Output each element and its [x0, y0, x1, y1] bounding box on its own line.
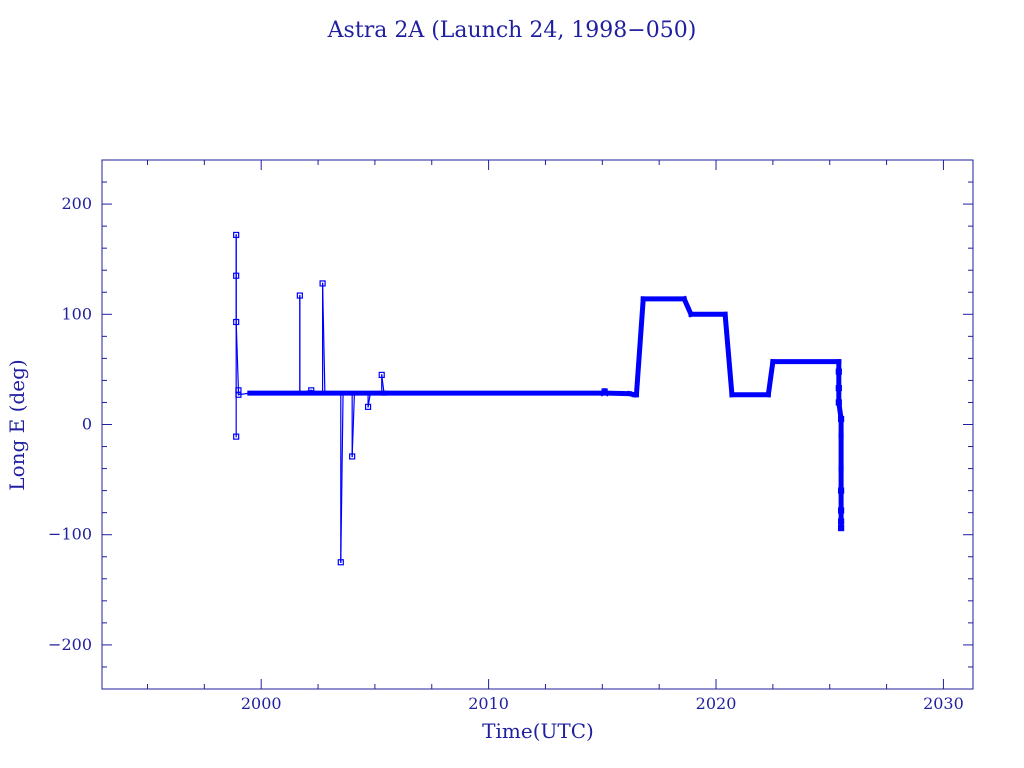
- data-point-marker: [233, 272, 240, 279]
- y-tick-label: −100: [48, 525, 92, 544]
- tick-labels: 2000 2010 2020 2030 200 100 0 −100 −200: [48, 194, 964, 713]
- data-point-marker: [233, 318, 240, 326]
- data-point-marker: [364, 403, 372, 410]
- data-point-marker: [319, 280, 326, 287]
- y-tick-label: 100: [61, 304, 92, 323]
- series-segment: [680, 295, 695, 318]
- series-segment: [765, 358, 776, 398]
- data-point-marker: [837, 524, 845, 532]
- y-tick-label: −200: [48, 635, 92, 654]
- series-segment: [340, 392, 344, 563]
- y-tick-label: 0: [82, 415, 92, 434]
- data-point-marker: [233, 231, 240, 239]
- series-segment: [722, 311, 735, 398]
- axis-ticks: [102, 160, 973, 689]
- data-point-marker: [378, 371, 385, 379]
- data-point-marker: [837, 487, 845, 494]
- data-point-marker: [296, 292, 303, 299]
- data-point-marker: [349, 453, 356, 460]
- data-point-marker: [308, 387, 315, 394]
- data-point-marker: [837, 415, 845, 423]
- chart-title: Astra 2A (Launch 24, 1998−050): [327, 18, 697, 43]
- data-point-marker: [835, 385, 842, 392]
- series-segment: [351, 392, 356, 458]
- x-tick-label: 2020: [696, 694, 737, 713]
- y-tick-label: 200: [61, 194, 92, 213]
- x-tick-label: 2030: [923, 694, 964, 713]
- data-point-marker: [601, 388, 608, 395]
- data-point-marker: [337, 559, 344, 566]
- data-point-marker: [837, 518, 845, 525]
- x-tick-label: 2000: [241, 694, 282, 713]
- data-point-marker: [235, 391, 242, 398]
- x-axis-label: Time(UTC): [482, 719, 594, 743]
- data-point-marker: [233, 433, 240, 440]
- y-axis-label: Long E (deg): [5, 359, 29, 490]
- data-point-marker: [837, 507, 845, 514]
- data-point-marker: [835, 399, 842, 406]
- data-series: [233, 231, 845, 566]
- series-segment: [633, 296, 646, 398]
- series-segment: [321, 282, 326, 394]
- x-tick-label: 2010: [468, 694, 509, 713]
- series-segment: [235, 321, 240, 391]
- data-point-marker: [835, 368, 842, 375]
- series-segment: [604, 390, 633, 397]
